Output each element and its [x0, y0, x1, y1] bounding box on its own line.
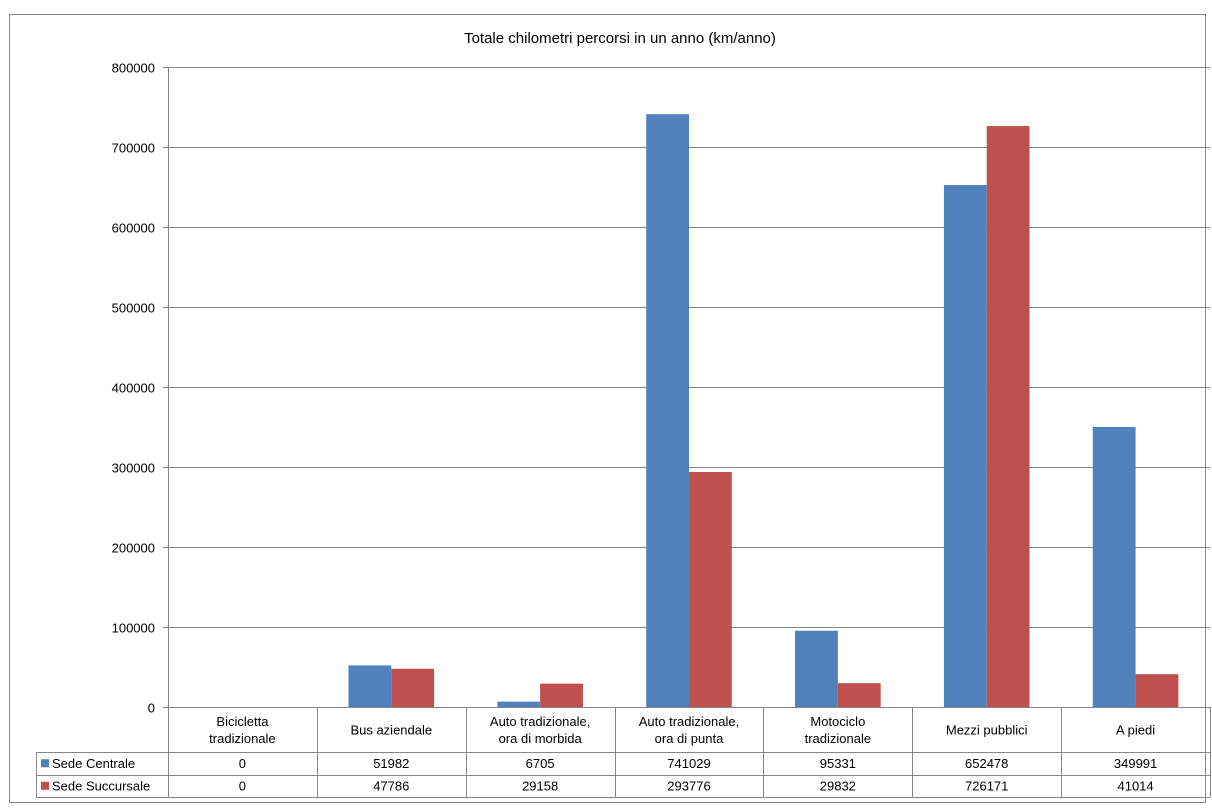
bar	[391, 668, 435, 707]
x-tick-label: Auto tradizionale, ora di morbida	[490, 714, 590, 746]
axes	[168, 67, 1210, 708]
data-label: 293776	[667, 778, 710, 793]
legend-label: Sede Centrale	[52, 756, 135, 771]
data-label: 29832	[820, 778, 856, 793]
y-axis-ticks: 0 100000 200000 300000 400000 500000 600000 700…	[112, 61, 168, 716]
y-tick-label: 0	[148, 701, 155, 716]
data-label: 0	[239, 756, 246, 771]
y-tick-label: 800000	[112, 61, 155, 76]
legend-swatch	[41, 759, 49, 768]
data-label: 47786	[373, 778, 409, 793]
data-label: 51982	[373, 756, 409, 771]
data-label: 349991	[1114, 756, 1157, 771]
data-label: 741029	[667, 756, 710, 771]
y-tick-label: 400000	[112, 381, 155, 396]
y-tick-label: 300000	[112, 461, 155, 476]
data-label: 29158	[522, 778, 558, 793]
bar	[986, 126, 1030, 707]
legend-label: Sede Succursale	[52, 778, 150, 793]
y-tick-label: 100000	[112, 621, 155, 636]
bar	[348, 665, 392, 707]
bar	[795, 630, 838, 707]
bar	[837, 683, 881, 707]
x-tick-label: A piedi	[1116, 723, 1155, 738]
x-tick-label: Motociclo tradizionale	[805, 714, 872, 746]
data-label: 0	[239, 778, 246, 793]
data-label: 41014	[1117, 778, 1153, 793]
bar	[1092, 427, 1136, 707]
bars	[348, 114, 1179, 708]
x-tick-label: Bus aziendale	[350, 723, 432, 738]
y-tick-label: 200000	[112, 541, 155, 556]
data-label: 95331	[820, 756, 856, 771]
data-label: 6705	[526, 756, 555, 771]
data-label: 726171	[965, 778, 1008, 793]
x-tick-label: Mezzi pubblici	[946, 723, 1028, 738]
data-table: Bicicletta tradizionale Bus aziendale Auto …	[36, 707, 1211, 798]
y-tick-label: 600000	[112, 221, 155, 236]
y-tick-label: 700000	[112, 141, 155, 156]
y-tick-label: 500000	[112, 301, 155, 316]
bar	[689, 471, 732, 707]
bar	[1135, 674, 1179, 707]
bar	[646, 114, 689, 708]
bar	[943, 185, 987, 707]
chart-title: Totale chilometri percorsi in un anno (k…	[464, 30, 776, 47]
bar	[497, 701, 541, 707]
legend-swatch	[41, 781, 49, 790]
bar	[540, 683, 583, 707]
x-tick-label: Auto tradizionale, ora di punta	[639, 714, 739, 746]
data-label: 652478	[965, 756, 1008, 771]
x-tick-label: Bicicletta tradizionale	[209, 714, 276, 746]
